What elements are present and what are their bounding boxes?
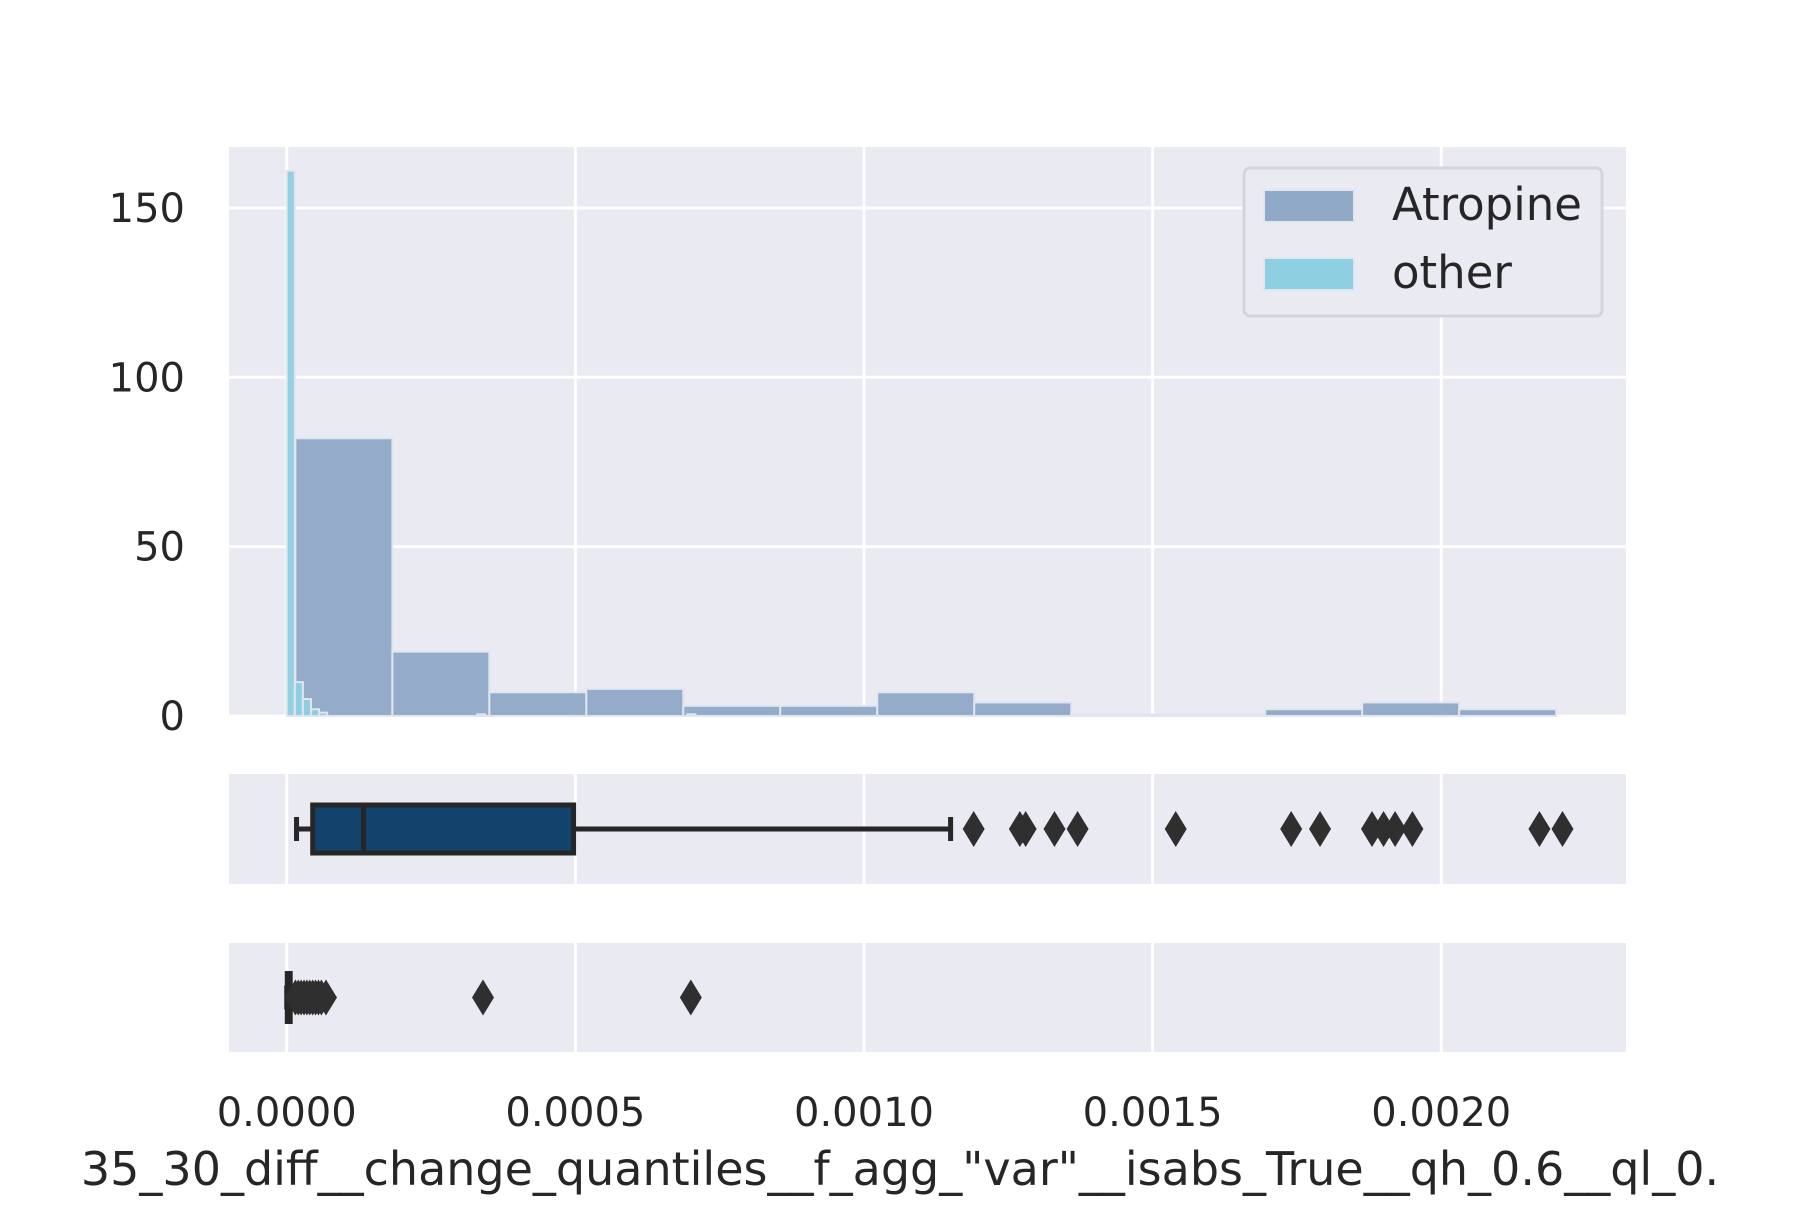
histogram-bar — [309, 708, 321, 718]
outlier-point — [1164, 811, 1187, 847]
outlier-point — [1361, 811, 1383, 847]
histogram-bar — [293, 681, 304, 718]
legend-swatch — [1263, 257, 1355, 291]
boxplot-other — [284, 971, 702, 1024]
histogram-bar — [318, 711, 329, 718]
y-tick-label: 50 — [134, 525, 185, 571]
legend-label: other — [1392, 246, 1512, 299]
legend-swatch — [1263, 189, 1355, 223]
histogram-bar — [391, 650, 491, 717]
x-tick-label: 0.0020 — [1371, 1090, 1511, 1136]
ticks-layer: 0.0000 0.0005 0.0010 0.0015 0.0020 0 50 100 150 — [109, 186, 1512, 1136]
histogram-bar — [686, 713, 697, 717]
outlier-point — [1551, 811, 1574, 847]
outlier-point — [1372, 811, 1395, 847]
outlier-point — [1066, 811, 1089, 847]
outlier-point — [1384, 811, 1407, 847]
y-tick-label: 100 — [109, 355, 185, 401]
histogram-bar — [1361, 701, 1461, 718]
histogram-bar — [476, 713, 487, 717]
boxplot-atropine — [294, 802, 1574, 856]
histogram-bar — [285, 169, 296, 718]
outlier-point — [679, 979, 702, 1016]
outlier-point — [1014, 811, 1037, 847]
outlier-point — [962, 811, 985, 847]
legend: Atropine other — [1242, 166, 1604, 318]
x-axis-label: 35_30_diff__change_quantiles__f_agg_"var… — [81, 1142, 1719, 1196]
histogram-layer — [285, 169, 1558, 718]
outlier-point — [1309, 811, 1332, 847]
histogram-bar — [488, 691, 588, 718]
outlier-point — [1280, 811, 1303, 847]
x-tick-label: 0.0010 — [794, 1090, 934, 1136]
y-tick-label: 150 — [109, 186, 185, 232]
boxplot-layer — [284, 802, 1574, 1024]
histogram-bar — [1070, 713, 1170, 718]
x-tick-label: 0.0000 — [217, 1090, 357, 1136]
outlier-point — [1528, 811, 1551, 847]
legend-label: Atropine — [1392, 178, 1582, 231]
histogram-bar — [1264, 708, 1364, 718]
histogram-bar — [973, 701, 1073, 718]
histogram-bar — [301, 698, 312, 718]
histogram-bar — [876, 691, 976, 718]
outlier-point — [1401, 811, 1424, 847]
box — [310, 802, 577, 856]
x-tick-label: 0.0005 — [505, 1090, 645, 1136]
histogram-bar — [294, 437, 394, 717]
boxplot-panel-other — [229, 943, 1626, 1052]
outlier-point — [314, 979, 337, 1016]
histogram-bar — [682, 704, 782, 718]
outlier-point — [1043, 811, 1066, 847]
histogram-bar — [1458, 708, 1558, 718]
histogram-bar — [1167, 713, 1267, 718]
histogram-bar — [585, 687, 685, 718]
y-tick-label: 0 — [160, 694, 185, 740]
histogram-bar — [779, 704, 879, 718]
x-tick-label: 0.0015 — [1083, 1090, 1223, 1136]
outlier-point — [472, 979, 494, 1016]
